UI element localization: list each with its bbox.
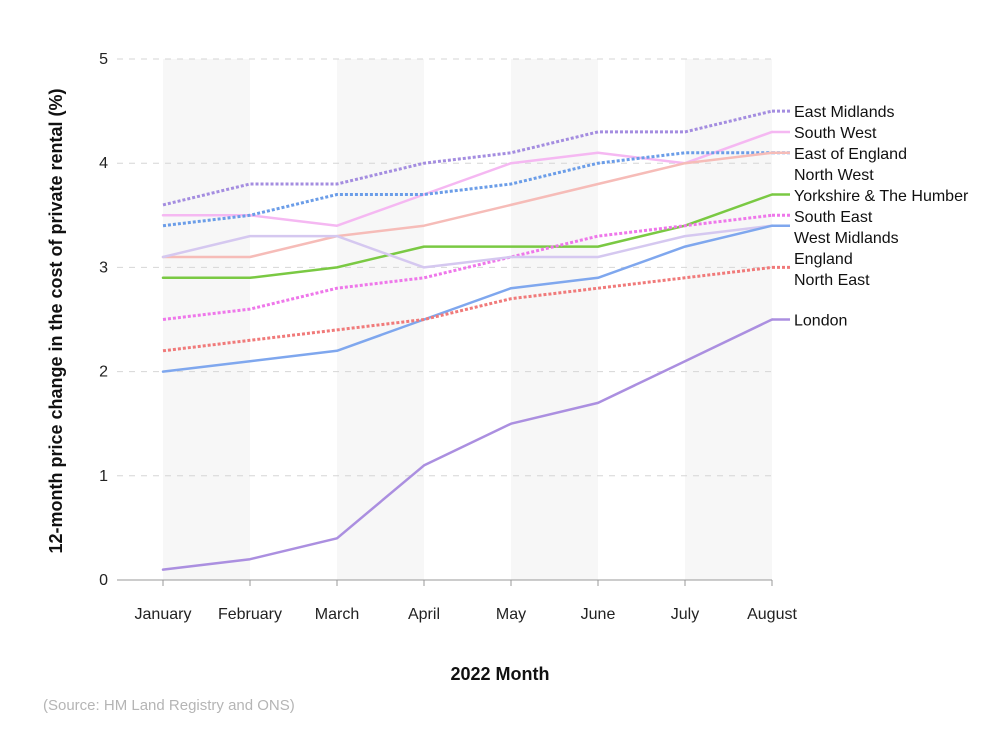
series-line: [161, 193, 774, 280]
series-label: England: [794, 251, 853, 268]
series-label: North East: [794, 272, 870, 289]
series-line: [161, 130, 774, 227]
x-tick-label: March: [315, 606, 359, 623]
series-label: London: [794, 313, 847, 330]
series-label: West Midlands: [794, 230, 899, 247]
shaded-band: [337, 59, 424, 580]
series-label: South West: [794, 125, 877, 142]
series-line: [162, 109, 773, 207]
y-tick-label: 1: [99, 468, 108, 485]
series-end-labels: East Midlands South West East of England No…: [794, 104, 969, 329]
series-label: Yorkshire & The Humber: [794, 188, 969, 205]
source-note: (Source: HM Land Registry and ONS): [43, 697, 295, 714]
series-line: [161, 151, 774, 259]
x-tick-label: August: [747, 606, 797, 623]
y-tick-label: 0: [99, 572, 108, 589]
alternating-month-bands: [163, 59, 772, 580]
x-tick-label: January: [135, 606, 192, 623]
series-label: North West: [794, 167, 874, 184]
x-axis-title: 2022 Month: [450, 664, 549, 684]
series-line: [162, 265, 773, 353]
x-tick-label: February: [218, 606, 282, 623]
axes: 0 1 2 3 4 5 January February March April May June Ju…: [99, 51, 797, 623]
x-tick-label: June: [581, 606, 616, 623]
shaded-band: [163, 59, 250, 580]
series-line: [161, 318, 774, 571]
series-line: [162, 151, 772, 228]
series-line: [161, 224, 774, 269]
shaded-band: [511, 59, 598, 580]
series-label: East Midlands: [794, 104, 895, 121]
y-tick-label: 2: [99, 364, 108, 381]
y-axis-title: 12-month price change in the cost of pri…: [46, 88, 66, 553]
series-line: [161, 224, 774, 373]
series-lines: [161, 109, 790, 571]
y-tick-label: 4: [99, 155, 108, 172]
series-label: South East: [794, 209, 873, 226]
x-tick-label: May: [496, 606, 526, 623]
x-tick-label: April: [408, 606, 440, 623]
y-tick-label: 3: [99, 259, 108, 276]
shaded-band: [685, 59, 772, 580]
series-line: [162, 213, 773, 321]
x-tick-label: July: [671, 606, 699, 623]
y-tick-label: 5: [99, 51, 108, 68]
series-label: East of England: [794, 146, 907, 163]
